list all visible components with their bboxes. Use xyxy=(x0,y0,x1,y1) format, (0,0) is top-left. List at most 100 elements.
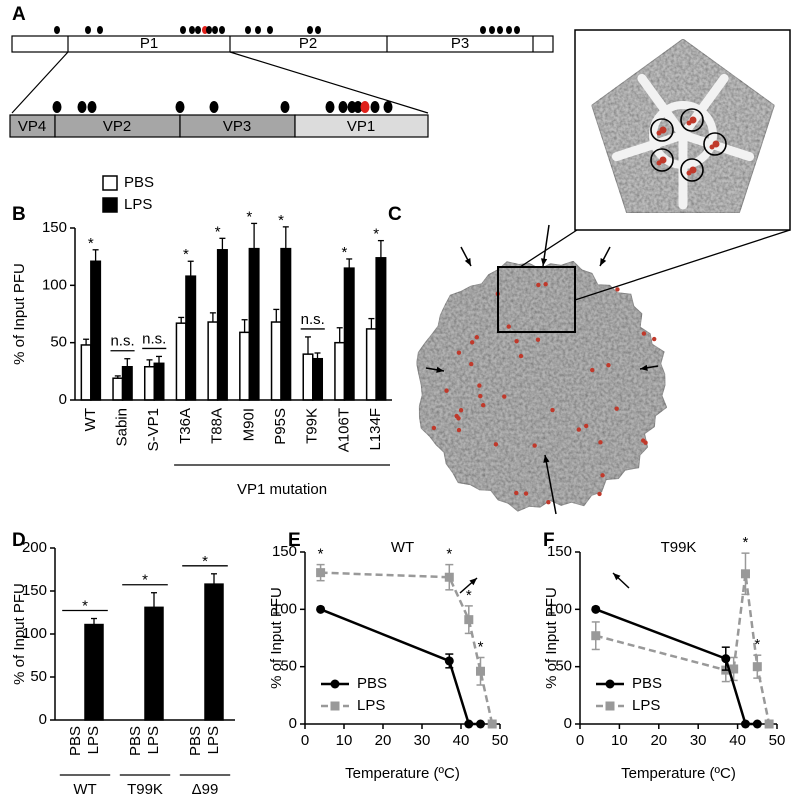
segment-label: P2 xyxy=(299,35,317,52)
y-axis-label: % of Input PFU xyxy=(11,583,28,685)
bar xyxy=(144,606,164,721)
genome-map xyxy=(9,35,554,138)
x-tick-label: 30 xyxy=(690,732,707,749)
marker xyxy=(464,719,474,729)
red-residue xyxy=(535,337,541,342)
mutation-dot xyxy=(267,26,273,34)
arrow-head xyxy=(600,258,607,266)
y-tick-label: 150 xyxy=(272,543,297,560)
site-circle xyxy=(650,148,674,172)
annotation: * xyxy=(82,597,88,614)
marker xyxy=(330,701,340,711)
red-residue xyxy=(506,324,511,329)
red-residue xyxy=(598,440,603,445)
annotation: * xyxy=(466,587,472,604)
bar xyxy=(375,257,387,401)
x-tick-label: PBS xyxy=(187,726,204,756)
annotation: * xyxy=(183,246,189,263)
site-circle xyxy=(703,132,727,156)
marker xyxy=(487,719,497,729)
red-residue xyxy=(643,440,648,445)
x-tick-label: PBS xyxy=(127,726,144,756)
mutation-dot xyxy=(370,101,380,113)
mutation-dot xyxy=(87,101,97,113)
mutation-dot xyxy=(506,26,512,34)
x-tick-label: 10 xyxy=(336,732,353,749)
marker xyxy=(605,679,615,689)
legend-label: LPS xyxy=(357,697,385,714)
red-residue xyxy=(480,402,486,408)
marker xyxy=(740,719,750,729)
legend-label: LPS xyxy=(124,196,152,213)
bar xyxy=(248,247,260,401)
annotation: * xyxy=(373,226,379,243)
zoom-line xyxy=(11,51,69,114)
mutation-dot xyxy=(480,26,486,34)
bar xyxy=(280,247,292,401)
x-tick-label: 50 xyxy=(492,732,509,749)
red-residue xyxy=(532,443,537,448)
y-tick-label: 0 xyxy=(59,391,67,408)
annotation: * xyxy=(743,534,749,551)
series-line xyxy=(595,608,758,726)
red-residue xyxy=(456,427,462,433)
marker xyxy=(729,664,739,674)
annotation: * xyxy=(446,546,452,563)
chart-title: T99K xyxy=(661,539,697,556)
marker xyxy=(316,604,326,614)
x-axis-label: Temperature (ºC) xyxy=(345,765,460,782)
mutation-dot xyxy=(315,26,321,34)
red-residue xyxy=(474,335,479,340)
red-residue xyxy=(536,282,541,288)
x-tick-label: 50 xyxy=(769,732,786,749)
panel-label: B xyxy=(12,204,26,225)
mutation-dot xyxy=(212,26,218,34)
x-tick-label: LPS xyxy=(145,726,162,754)
red-residue xyxy=(518,353,524,359)
bar xyxy=(90,260,102,401)
annotation: n.s. xyxy=(110,333,134,350)
bar xyxy=(365,328,377,401)
annotation: * xyxy=(215,223,221,240)
x-tick-label: WT xyxy=(82,408,99,431)
x-tick-label: 40 xyxy=(729,732,746,749)
zoom-line xyxy=(519,229,578,268)
red-residue xyxy=(458,408,464,413)
y-axis-label: % of Input PFU xyxy=(268,587,285,689)
arrow-head xyxy=(640,364,648,371)
x-tick-label: T36A xyxy=(177,408,194,444)
y-tick-label: 0 xyxy=(289,715,297,732)
red-residue xyxy=(478,393,483,399)
red-residue xyxy=(550,407,555,413)
bar xyxy=(80,344,92,401)
legend-label: LPS xyxy=(632,697,660,714)
marker xyxy=(752,719,762,729)
mutation-dots xyxy=(52,26,520,113)
red-residue xyxy=(659,126,667,134)
legend-label: PBS xyxy=(632,675,662,692)
series-line xyxy=(320,608,481,726)
red-residue xyxy=(493,442,499,447)
segment-label: VP4 xyxy=(18,118,46,135)
bar xyxy=(185,275,197,401)
segment-label: VP2 xyxy=(103,118,131,135)
y-tick-label: 100 xyxy=(42,276,67,293)
red-residue xyxy=(576,427,582,432)
annotation: n.s. xyxy=(142,330,166,347)
marker xyxy=(444,656,454,666)
y-tick-label: 0 xyxy=(564,715,572,732)
y-tick-label: 100 xyxy=(272,600,297,617)
vp1 xyxy=(294,114,429,138)
annotation: * xyxy=(142,572,148,589)
red-residue xyxy=(502,394,507,399)
segment-label: P1 xyxy=(140,35,158,52)
red-residue xyxy=(514,338,519,344)
mutation-dot xyxy=(325,101,335,113)
red-residue xyxy=(659,156,667,164)
mutation-dot xyxy=(175,101,185,113)
red-residue xyxy=(469,361,474,367)
mutation-dot xyxy=(280,101,290,113)
x-tick-label: 30 xyxy=(414,732,431,749)
red-residue xyxy=(709,144,715,150)
